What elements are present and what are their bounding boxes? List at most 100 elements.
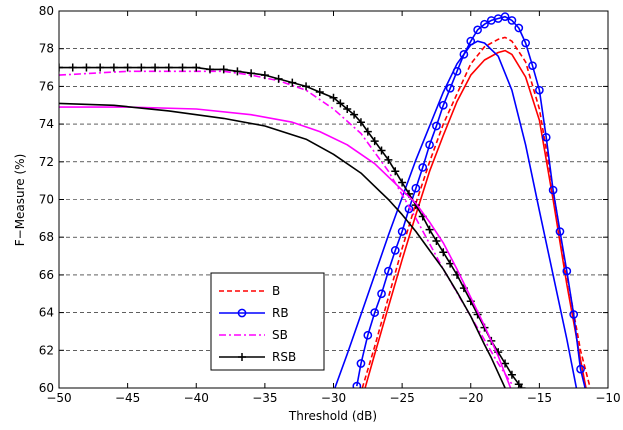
legend-item: RB (219, 306, 289, 320)
series-rb-variant (334, 40, 578, 388)
circle-marker (390, 246, 400, 255)
y-tick-label: 72 (39, 155, 54, 169)
circle-marker (418, 163, 428, 172)
plus-marker (68, 63, 77, 72)
plus-marker (384, 155, 393, 164)
series-line (59, 102, 506, 388)
plus-marker (356, 118, 365, 127)
y-tick-label: 62 (39, 343, 54, 357)
axis-ticks (58, 10, 609, 389)
circle-marker (521, 38, 531, 48)
y-tick-label: 76 (39, 79, 54, 93)
legend-label: SB (272, 328, 288, 342)
plus-marker (288, 78, 297, 87)
circle-marker (425, 140, 434, 150)
circle-marker (548, 185, 558, 195)
series-b-variant (364, 49, 587, 388)
plus-marker (178, 63, 187, 72)
legend: B RB SB RSB (210, 272, 325, 371)
plus-marker (233, 67, 242, 76)
legend-item: RSB (219, 350, 296, 364)
plus-marker (425, 225, 434, 234)
series-line (334, 40, 578, 388)
plus-marker (315, 88, 324, 97)
circle-marker (377, 289, 386, 299)
legend-item: SB (219, 328, 288, 342)
circle-marker (528, 61, 537, 71)
x-tick-label: −20 (458, 391, 483, 405)
plus-marker (82, 63, 91, 72)
circle-marker (514, 23, 524, 33)
plus-marker (446, 259, 455, 268)
plus-marker (247, 69, 256, 78)
circle-marker (555, 227, 565, 236)
circle-marker (541, 132, 551, 142)
circle-marker (356, 359, 366, 368)
plus-marker (238, 353, 246, 361)
series-line (356, 15, 586, 388)
grid-lines (59, 48, 608, 351)
plus-marker (302, 82, 311, 91)
circle-marker (352, 381, 362, 388)
plus-marker (363, 127, 372, 136)
plus-marker (439, 248, 448, 257)
plus-marker (205, 65, 214, 74)
x-tick-labels: −50 −45 −40 −35 −30 −25 −20 −15 −10 (46, 391, 620, 405)
y-tick-label: 60 (39, 381, 54, 395)
circle-marker (363, 330, 373, 340)
series-b (361, 36, 591, 388)
legend-box (210, 272, 325, 371)
plus-marker (398, 178, 407, 187)
x-tick-label: −40 (184, 391, 209, 405)
plus-marker (96, 63, 105, 72)
x-tick-label: −45 (115, 391, 140, 405)
y-tick-label: 70 (39, 193, 54, 207)
circle-marker (432, 121, 441, 131)
series-rsb-variant (59, 102, 506, 388)
plus-marker (59, 63, 63, 72)
y-tick-label: 80 (39, 4, 54, 18)
y-tick-label: 64 (39, 306, 54, 320)
legend-label: RSB (272, 350, 296, 364)
x-tick-label: −35 (252, 391, 277, 405)
x-tick-label: −50 (46, 391, 71, 405)
plus-marker (164, 63, 173, 72)
circle-marker (459, 50, 469, 59)
x-axis-label: Threshold (dB) (288, 409, 377, 423)
plus-marker (274, 74, 283, 83)
circle-marker (569, 310, 579, 319)
circle-marker (397, 227, 407, 236)
y-tick-label: 66 (39, 268, 54, 282)
series-line (59, 106, 512, 388)
x-tick-label: −25 (389, 391, 414, 405)
y-tick-labels: 60 62 64 66 68 70 72 74 76 78 80 (39, 4, 54, 395)
plus-marker (391, 167, 400, 176)
circle-marker (480, 19, 489, 29)
plus-marker (329, 93, 338, 102)
x-tick-label: −10 (595, 391, 620, 405)
plus-marker (219, 65, 228, 74)
series-rb (352, 12, 586, 388)
plus-marker (350, 110, 359, 119)
circle-marker (445, 83, 455, 93)
circle-marker (411, 183, 421, 193)
plus-marker (137, 63, 146, 72)
plus-marker (336, 99, 345, 108)
circle-marker (438, 100, 448, 110)
plus-marker (123, 63, 132, 72)
circle-marker (370, 308, 380, 317)
plus-marker (260, 71, 269, 80)
plus-marker (501, 359, 510, 368)
x-tick-label: −30 (321, 391, 346, 405)
plus-marker (343, 105, 352, 114)
plus-marker (370, 137, 379, 146)
y-tick-label: 78 (39, 42, 54, 56)
circle-marker (237, 308, 247, 318)
circle-marker (535, 85, 544, 95)
plus-marker (151, 63, 160, 72)
legend-item: B (219, 284, 280, 298)
legend-label: B (272, 284, 280, 298)
circle-marker (507, 16, 517, 25)
plus-marker (507, 370, 516, 379)
